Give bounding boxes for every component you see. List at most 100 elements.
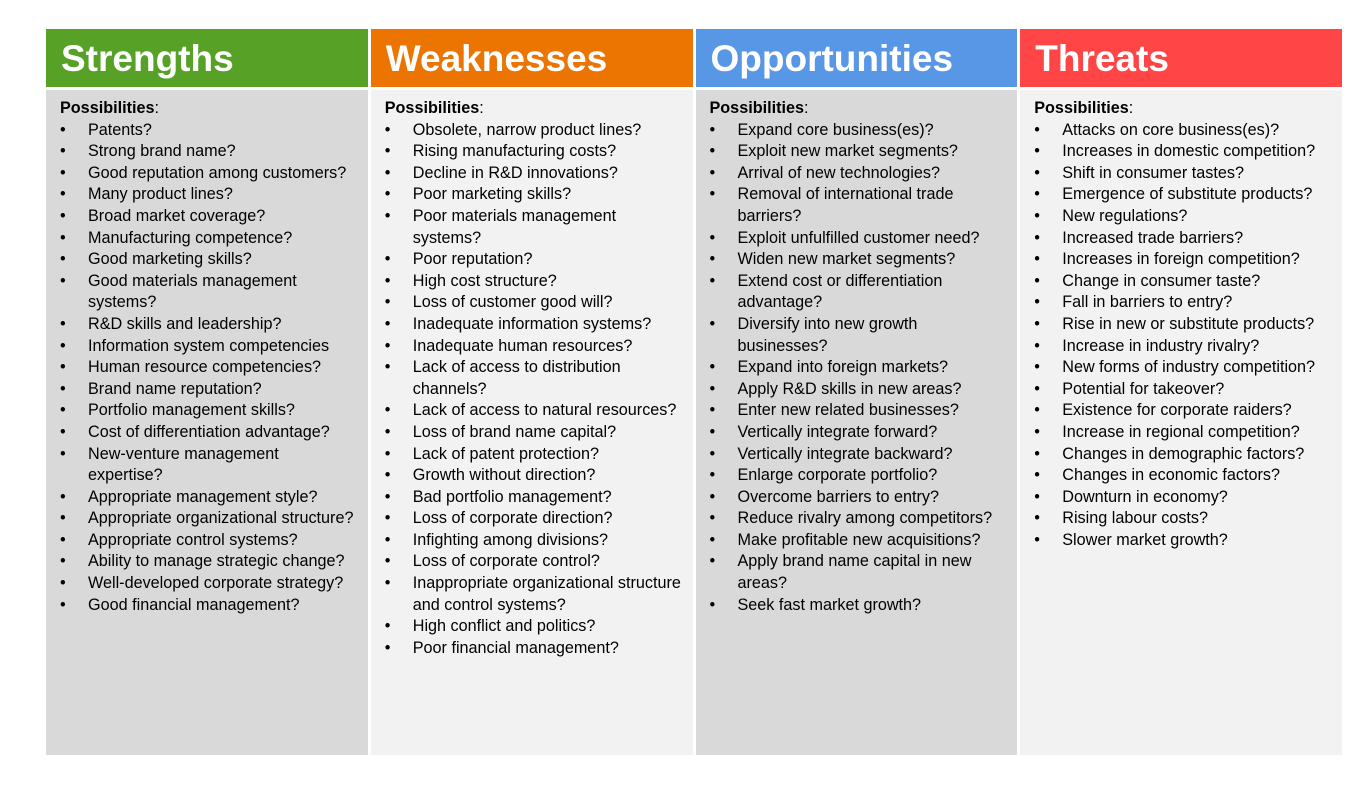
list-item: Strong brand name? bbox=[60, 141, 358, 163]
swot-table: Strengths Possibilities: Patents?Strong … bbox=[46, 29, 1342, 755]
list-item: Ability to manage strategic change? bbox=[60, 551, 358, 573]
opportunities-possibilities-label: Possibilities: bbox=[709, 99, 809, 117]
list-item: Good materials management systems? bbox=[60, 271, 358, 314]
list-item: Decline in R&D innovations? bbox=[385, 163, 683, 185]
list-item: Vertically integrate forward? bbox=[710, 422, 1008, 444]
list-item: Increase in industry rivalry? bbox=[1034, 336, 1332, 358]
list-item: Increase in regional competition? bbox=[1034, 422, 1332, 444]
list-item: Widen new market segments? bbox=[710, 249, 1008, 271]
list-item: Information system competencies bbox=[60, 336, 358, 358]
list-item: Broad market coverage? bbox=[60, 206, 358, 228]
list-item: Rising labour costs? bbox=[1034, 508, 1332, 530]
list-item: Loss of corporate control? bbox=[385, 551, 683, 573]
weaknesses-list: Obsolete, narrow product lines?Rising ma… bbox=[385, 120, 683, 660]
list-item: Enter new related businesses? bbox=[710, 400, 1008, 422]
list-item: Enlarge corporate portfolio? bbox=[710, 465, 1008, 487]
list-item: Rising manufacturing costs? bbox=[385, 141, 683, 163]
list-item: Diversify into new growth businesses? bbox=[710, 314, 1008, 357]
list-item: Appropriate management style? bbox=[60, 487, 358, 509]
list-item: New regulations? bbox=[1034, 206, 1332, 228]
list-item: Lack of access to natural resources? bbox=[385, 400, 683, 422]
list-item: Patents? bbox=[60, 120, 358, 142]
opportunities-header: Opportunities bbox=[695, 29, 1018, 87]
list-item: Rise in new or substitute products? bbox=[1034, 314, 1332, 336]
list-item: Loss of customer good will? bbox=[385, 292, 683, 314]
weaknesses-header: Weaknesses bbox=[370, 29, 693, 87]
list-item: Existence for corporate raiders? bbox=[1034, 400, 1332, 422]
threats-title: Threats bbox=[1035, 37, 1169, 79]
list-item: Inadequate information systems? bbox=[385, 314, 683, 336]
list-item: Make profitable new acquisitions? bbox=[710, 530, 1008, 552]
list-item: Increases in foreign competition? bbox=[1034, 249, 1332, 271]
list-item: Cost of differentiation advantage? bbox=[60, 422, 358, 444]
list-item: Apply brand name capital in new areas? bbox=[710, 551, 1008, 594]
list-item: Change in consumer taste? bbox=[1034, 271, 1332, 293]
list-item: Reduce rivalry among competitors? bbox=[710, 508, 1008, 530]
list-item: Poor reputation? bbox=[385, 249, 683, 271]
list-item: Obsolete, narrow product lines? bbox=[385, 120, 683, 142]
list-item: Brand name reputation? bbox=[60, 379, 358, 401]
weaknesses-body: Possibilities: Obsolete, narrow product … bbox=[370, 90, 693, 755]
list-item: Loss of corporate direction? bbox=[385, 508, 683, 530]
list-item: Arrival of new technologies? bbox=[710, 163, 1008, 185]
list-item: Inappropriate organizational structure a… bbox=[385, 573, 683, 616]
opportunities-body: Possibilities: Expand core business(es)?… bbox=[695, 90, 1018, 755]
list-item: High conflict and politics? bbox=[385, 616, 683, 638]
threats-column: Threats Possibilities: Attacks on core b… bbox=[1020, 29, 1342, 755]
list-item: Expand core business(es)? bbox=[710, 120, 1008, 142]
list-item: Slower market growth? bbox=[1034, 530, 1332, 552]
strengths-possibilities-label: Possibilities: bbox=[60, 99, 159, 117]
list-item: Good financial management? bbox=[60, 595, 358, 617]
list-item: Appropriate control systems? bbox=[60, 530, 358, 552]
threats-body: Possibilities: Attacks on core business(… bbox=[1020, 90, 1342, 755]
list-item: Fall in barriers to entry? bbox=[1034, 292, 1332, 314]
list-item: Portfolio management skills? bbox=[60, 400, 358, 422]
list-item: New forms of industry competition? bbox=[1034, 357, 1332, 379]
list-item: Many product lines? bbox=[60, 184, 358, 206]
list-item: Vertically integrate backward? bbox=[710, 444, 1008, 466]
list-item: Appropriate organizational structure? bbox=[60, 508, 358, 530]
strengths-title: Strengths bbox=[61, 37, 234, 79]
list-item: Shift in consumer tastes? bbox=[1034, 163, 1332, 185]
list-item: Bad portfolio management? bbox=[385, 487, 683, 509]
threats-possibilities-label: Possibilities: bbox=[1034, 99, 1134, 117]
weaknesses-possibilities-label: Possibilities: bbox=[384, 99, 484, 117]
list-item: Potential for takeover? bbox=[1034, 379, 1332, 401]
list-item: Removal of international trade barriers? bbox=[710, 184, 1008, 227]
threats-header: Threats bbox=[1020, 29, 1342, 87]
list-item: Changes in economic factors? bbox=[1034, 465, 1332, 487]
list-item: Poor materials management systems? bbox=[385, 206, 683, 249]
weaknesses-column: Weaknesses Possibilities: Obsolete, narr… bbox=[370, 29, 693, 755]
list-item: Inadequate human resources? bbox=[385, 336, 683, 358]
list-item: Attacks on core business(es)? bbox=[1034, 120, 1332, 142]
list-item: Extend cost or differentiation advantage… bbox=[710, 271, 1008, 314]
list-item: Increases in domestic competition? bbox=[1034, 141, 1332, 163]
list-item: Loss of brand name capital? bbox=[385, 422, 683, 444]
opportunities-list: Expand core business(es)?Exploit new mar… bbox=[710, 120, 1008, 617]
list-item: Good marketing skills? bbox=[60, 249, 358, 271]
list-item: R&D skills and leadership? bbox=[60, 314, 358, 336]
list-item: Infighting among divisions? bbox=[385, 530, 683, 552]
strengths-header: Strengths bbox=[46, 29, 368, 87]
opportunities-title: Opportunities bbox=[710, 37, 954, 79]
opportunities-column: Opportunities Possibilities: Expand core… bbox=[695, 29, 1018, 755]
threats-list: Attacks on core business(es)?Increases i… bbox=[1034, 120, 1332, 552]
list-item: Seek fast market growth? bbox=[710, 595, 1008, 617]
list-item: Downturn in economy? bbox=[1034, 487, 1332, 509]
list-item: High cost structure? bbox=[385, 271, 683, 293]
list-item: Manufacturing competence? bbox=[60, 228, 358, 250]
list-item: Expand into foreign markets? bbox=[710, 357, 1008, 379]
list-item: Lack of access to distribution channels? bbox=[385, 357, 683, 400]
list-item: Well-developed corporate strategy? bbox=[60, 573, 358, 595]
list-item: Poor financial management? bbox=[385, 638, 683, 660]
list-item: New-venture management expertise? bbox=[60, 444, 358, 487]
list-item: Changes in demographic factors? bbox=[1034, 444, 1332, 466]
list-item: Overcome barriers to entry? bbox=[710, 487, 1008, 509]
strengths-list: Patents?Strong brand name?Good reputatio… bbox=[60, 120, 358, 617]
list-item: Poor marketing skills? bbox=[385, 184, 683, 206]
list-item: Exploit new market segments? bbox=[710, 141, 1008, 163]
list-item: Human resource competencies? bbox=[60, 357, 358, 379]
weaknesses-title: Weaknesses bbox=[385, 37, 608, 79]
list-item: Good reputation among customers? bbox=[60, 163, 358, 185]
list-item: Increased trade barriers? bbox=[1034, 228, 1332, 250]
